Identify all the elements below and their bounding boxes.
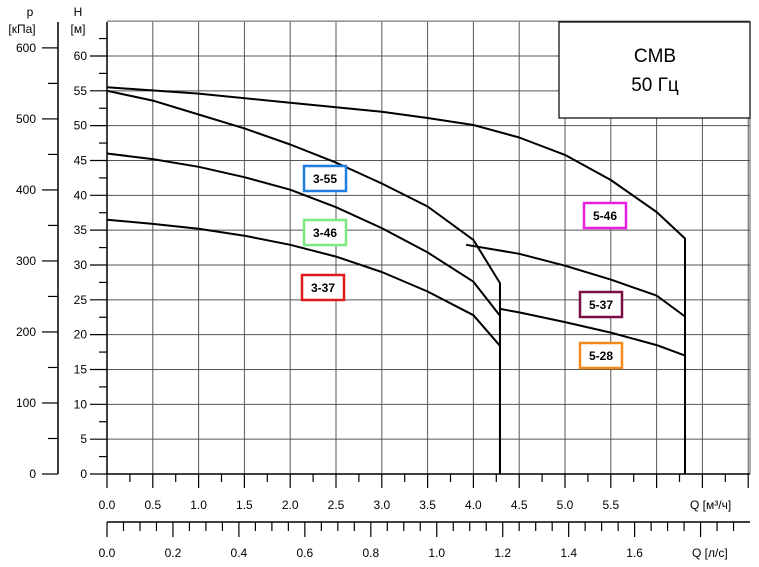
title-line-1: CMB bbox=[634, 46, 676, 67]
pressure-axis-title: p bbox=[27, 5, 34, 19]
curve-5-37 bbox=[465, 243, 686, 318]
curve-3-46 bbox=[106, 152, 501, 317]
head-tick-label: 20 bbox=[74, 328, 88, 342]
x-primary-tick-label: 2.0 bbox=[282, 498, 299, 512]
x-secondary-tick-label: 0.8 bbox=[362, 546, 379, 560]
x-secondary-tick-label: 1.2 bbox=[494, 546, 511, 560]
x-secondary-tick-label: 0.4 bbox=[231, 546, 248, 560]
head-tick-label: 5 bbox=[80, 432, 87, 446]
curve-3-37 bbox=[106, 218, 501, 347]
head-tick-label: 40 bbox=[74, 188, 88, 202]
curve-label-box-5-28 bbox=[578, 341, 624, 370]
head-tick-label: 60 bbox=[74, 49, 88, 63]
x-secondary-tick-label: 1.4 bbox=[560, 546, 577, 560]
x-primary-tick-label: 4.5 bbox=[511, 498, 528, 512]
curve-label-5-37: 5-37 bbox=[589, 298, 613, 312]
x-secondary-tick-label: 1.6 bbox=[626, 546, 643, 560]
x-primary-tick-label: 3.0 bbox=[373, 498, 390, 512]
x-primary-tick-label: 2.5 bbox=[328, 498, 345, 512]
title-line-2: 50 Гц bbox=[631, 75, 679, 96]
pressure-tick-label: 300 bbox=[16, 254, 36, 268]
curve-label-5-28: 5-28 bbox=[589, 349, 613, 363]
head-tick-label: 15 bbox=[74, 362, 88, 376]
head-tick-label: 55 bbox=[74, 84, 88, 98]
pressure-axis-unit: [кПа] bbox=[8, 22, 35, 36]
head-axis-title: H bbox=[74, 5, 83, 19]
pressure-tick-label: 200 bbox=[16, 325, 36, 339]
x-primary-tick-label: 3.5 bbox=[419, 498, 436, 512]
x-secondary-tick-label: 0.0 bbox=[99, 546, 116, 560]
curve-5-28 bbox=[499, 307, 686, 357]
curve-label-box-5-46 bbox=[582, 201, 628, 230]
pressure-tick-label: 500 bbox=[16, 112, 36, 126]
x-primary-tick-label: 5.0 bbox=[557, 498, 574, 512]
title-box: CMB 50 Гц bbox=[558, 21, 751, 119]
curve-label-box-3-55 bbox=[302, 164, 348, 193]
head-tick-label: 0 bbox=[80, 467, 87, 481]
head-tick-label: 45 bbox=[74, 153, 88, 167]
x-primary-tick-label: 4.0 bbox=[465, 498, 482, 512]
curve-3-55 bbox=[106, 89, 501, 474]
x-secondary-tick-label: 0.6 bbox=[297, 546, 314, 560]
x-secondary-tick-label: 0.2 bbox=[165, 546, 182, 560]
x-axis-secondary-title: Q [л/с] bbox=[692, 546, 728, 560]
curve-label-3-37: 3-37 bbox=[311, 281, 335, 295]
x-primary-tick-label: 5.5 bbox=[602, 498, 619, 512]
x-primary-tick-label: 1.0 bbox=[190, 498, 207, 512]
x-primary-tick-label: 0.0 bbox=[99, 498, 116, 512]
pressure-tick-label: 0 bbox=[29, 467, 36, 481]
pressure-tick-label: 100 bbox=[16, 396, 36, 410]
curve-labels: 5-46 3-55 3-46 3-37 5-37 5-28 bbox=[300, 164, 628, 370]
x-axis-primary-title: Q [м³/ч] bbox=[690, 498, 731, 512]
head-tick-label: 10 bbox=[74, 397, 88, 411]
curve-5-46 bbox=[106, 86, 686, 474]
head-axis-unit: [м] bbox=[71, 22, 86, 36]
x-primary-tick-label: 0.5 bbox=[144, 498, 161, 512]
curve-label-box-3-37 bbox=[300, 273, 346, 302]
pressure-tick-label: 400 bbox=[16, 183, 36, 197]
axes: 0510152025303540455055600100200300400500… bbox=[16, 22, 750, 560]
x-primary-tick-label: 1.5 bbox=[236, 498, 253, 512]
head-tick-label: 35 bbox=[74, 223, 88, 237]
x-secondary-tick-label: 1.0 bbox=[428, 546, 445, 560]
curve-label-box-3-46 bbox=[302, 218, 348, 247]
curve-label-3-46: 3-46 bbox=[313, 226, 337, 240]
curve-label-box-5-37 bbox=[578, 290, 624, 319]
curve-label-3-55: 3-55 bbox=[313, 172, 337, 186]
curve-label-5-46: 5-46 bbox=[593, 209, 617, 223]
head-tick-label: 25 bbox=[74, 293, 88, 307]
head-tick-label: 50 bbox=[74, 119, 88, 133]
performance-curves bbox=[106, 86, 686, 474]
head-tick-label: 30 bbox=[74, 258, 88, 272]
pressure-tick-label: 600 bbox=[16, 41, 36, 55]
